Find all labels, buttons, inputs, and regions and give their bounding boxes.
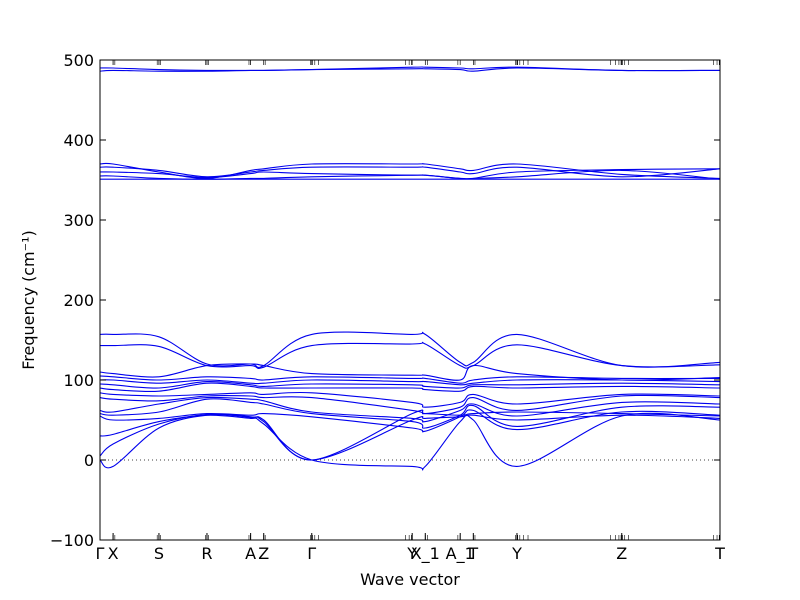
y-axis: −100 0 100 200 300 400 500 bbox=[50, 51, 720, 550]
x-tick-label: T bbox=[467, 544, 478, 563]
band-line-21 bbox=[99, 412, 721, 471]
y-tick-label: 0 bbox=[84, 451, 94, 470]
x-tick-label: Y bbox=[511, 544, 522, 563]
band-line-8 bbox=[99, 341, 721, 369]
x-tick-label: Γ bbox=[96, 544, 105, 563]
band-line-7 bbox=[99, 331, 721, 369]
band-line-12 bbox=[99, 381, 721, 389]
x-tick-label: X bbox=[108, 544, 119, 563]
band-line-13 bbox=[99, 382, 721, 393]
x-tick-label: X_1 bbox=[411, 544, 440, 564]
x-axis-label: Wave vector bbox=[360, 570, 460, 589]
x-tick-label: A_1 bbox=[446, 544, 475, 564]
x-tick-label: T bbox=[714, 544, 725, 563]
band-line-19 bbox=[99, 409, 721, 461]
band-line-10 bbox=[99, 375, 721, 384]
y-tick-label: 500 bbox=[63, 51, 94, 70]
band-line-9 bbox=[99, 363, 721, 381]
x-tick-label: Z bbox=[258, 544, 269, 563]
y-tick-label: 100 bbox=[63, 371, 94, 390]
band-line-2 bbox=[99, 162, 721, 179]
x-tick-label: Y bbox=[406, 544, 417, 563]
y-tick-label: 300 bbox=[63, 211, 94, 230]
y-tick-label: −100 bbox=[50, 531, 94, 550]
band-line-0 bbox=[99, 67, 721, 72]
x-tick-label: Γ bbox=[307, 544, 316, 563]
band-line-16 bbox=[99, 396, 721, 423]
band-line-20 bbox=[99, 413, 721, 461]
x-tick-label: S bbox=[154, 544, 164, 563]
band-line-17 bbox=[99, 398, 721, 429]
x-tick-label: R bbox=[201, 544, 212, 563]
band-line-14 bbox=[99, 391, 721, 408]
y-tick-label: 400 bbox=[63, 131, 94, 150]
band-line-1 bbox=[99, 66, 721, 72]
band-line-4 bbox=[99, 168, 721, 180]
band-line-11 bbox=[99, 379, 721, 386]
y-tick-label: 200 bbox=[63, 291, 94, 310]
x-axis: Γ X S R A Z Γ YX_1 A_1T Y Z T bbox=[96, 60, 725, 564]
band-line-3 bbox=[99, 166, 721, 178]
x-tick-label: Z bbox=[616, 544, 627, 563]
x-tick-label: A bbox=[245, 544, 256, 563]
band-line-15 bbox=[99, 394, 721, 415]
series-group bbox=[99, 66, 721, 471]
y-axis-label: Frequency (cm⁻¹) bbox=[19, 230, 38, 369]
